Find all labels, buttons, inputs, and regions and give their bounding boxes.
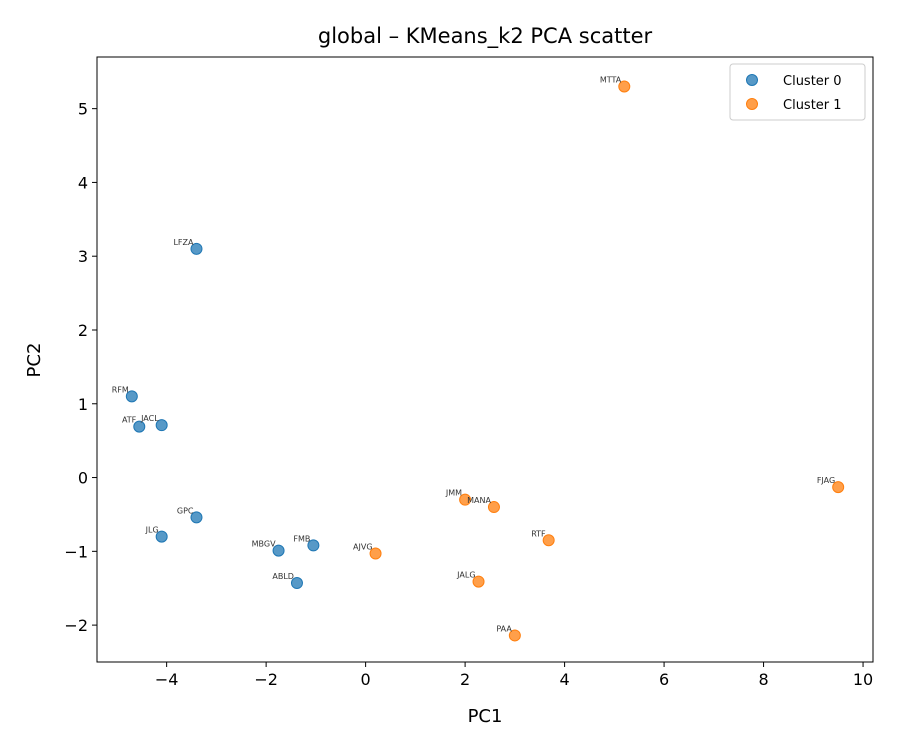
legend-entry: Cluster 0 bbox=[783, 74, 842, 89]
data-point bbox=[832, 481, 845, 494]
plot-frame bbox=[96, 56, 874, 663]
data-point bbox=[190, 242, 203, 255]
point-label: RTF bbox=[531, 529, 546, 538]
point-label: MBGV bbox=[252, 540, 276, 549]
point-label: JALG bbox=[456, 571, 475, 580]
data-point bbox=[190, 511, 203, 524]
y-tick-label: 0 bbox=[78, 469, 88, 488]
point-label: JLG bbox=[145, 526, 159, 535]
data-point bbox=[508, 629, 521, 642]
y-tick-label: 3 bbox=[78, 247, 88, 266]
data-point bbox=[133, 420, 146, 433]
data-point bbox=[542, 534, 555, 547]
point-label: AJVG bbox=[353, 543, 373, 552]
y-tick-label: 2 bbox=[78, 321, 88, 340]
data-point bbox=[155, 530, 168, 543]
point-label: MTTA bbox=[600, 76, 622, 85]
point-label: ABLD bbox=[272, 572, 294, 581]
y-axis-label: PC2 bbox=[24, 343, 45, 378]
x-tick-label: 0 bbox=[361, 670, 371, 689]
legend-entry: Cluster 1 bbox=[783, 98, 842, 113]
legend-box bbox=[729, 63, 866, 121]
x-tick-label: 4 bbox=[559, 670, 569, 689]
data-point bbox=[618, 80, 631, 93]
point-label: PAA bbox=[496, 624, 512, 633]
plot-area: −4 −2 0 2 4 6 8 10 −2 −1 0 1 2 3 4 5 LFZA RFM ATF JACL GPC JL… bbox=[64, 56, 874, 689]
data-point bbox=[459, 493, 472, 506]
point-label: RFM bbox=[112, 385, 129, 394]
y-tick-label: 5 bbox=[78, 100, 88, 119]
point-label: LFZA bbox=[173, 238, 194, 247]
legend: Cluster 0 Cluster 1 bbox=[729, 63, 866, 121]
series-1: MTTA FJAG JMM MANA RTF AJVG JALG PAA bbox=[353, 76, 845, 642]
x-tick-label: 6 bbox=[659, 670, 669, 689]
point-label: GPC bbox=[177, 506, 194, 515]
data-point bbox=[155, 419, 168, 432]
point-label: FMB bbox=[293, 534, 310, 543]
y-tick-label: 4 bbox=[78, 173, 88, 192]
data-point bbox=[307, 539, 320, 552]
legend-marker bbox=[746, 98, 758, 110]
x-tick-label: 10 bbox=[853, 670, 873, 689]
y-tick-label: −1 bbox=[64, 542, 88, 561]
y-tick-label: −2 bbox=[64, 616, 88, 635]
data-point bbox=[487, 501, 500, 514]
point-label: MANA bbox=[467, 496, 491, 505]
x-tick-label: 2 bbox=[460, 670, 470, 689]
data-point bbox=[290, 577, 303, 590]
point-label: JACL bbox=[140, 414, 159, 423]
series-0: LFZA RFM ATF JACL GPC JLG MBGV FMB ABLD bbox=[112, 238, 320, 590]
x-tick-label: 8 bbox=[758, 670, 768, 689]
y-tick-label: 1 bbox=[78, 395, 88, 414]
x-tick-label: −4 bbox=[155, 670, 179, 689]
data-point bbox=[272, 544, 285, 557]
legend-marker bbox=[746, 74, 758, 86]
point-label: FJAG bbox=[817, 476, 835, 485]
data-point bbox=[369, 547, 382, 560]
point-label: ATF bbox=[122, 416, 137, 425]
data-point bbox=[472, 575, 485, 588]
chart-title: global – KMeans_k2 PCA scatter bbox=[318, 24, 653, 49]
point-label: JMM bbox=[445, 489, 462, 498]
data-point bbox=[125, 390, 138, 403]
x-tick-label: −2 bbox=[254, 670, 278, 689]
x-axis-label: PC1 bbox=[468, 706, 503, 727]
